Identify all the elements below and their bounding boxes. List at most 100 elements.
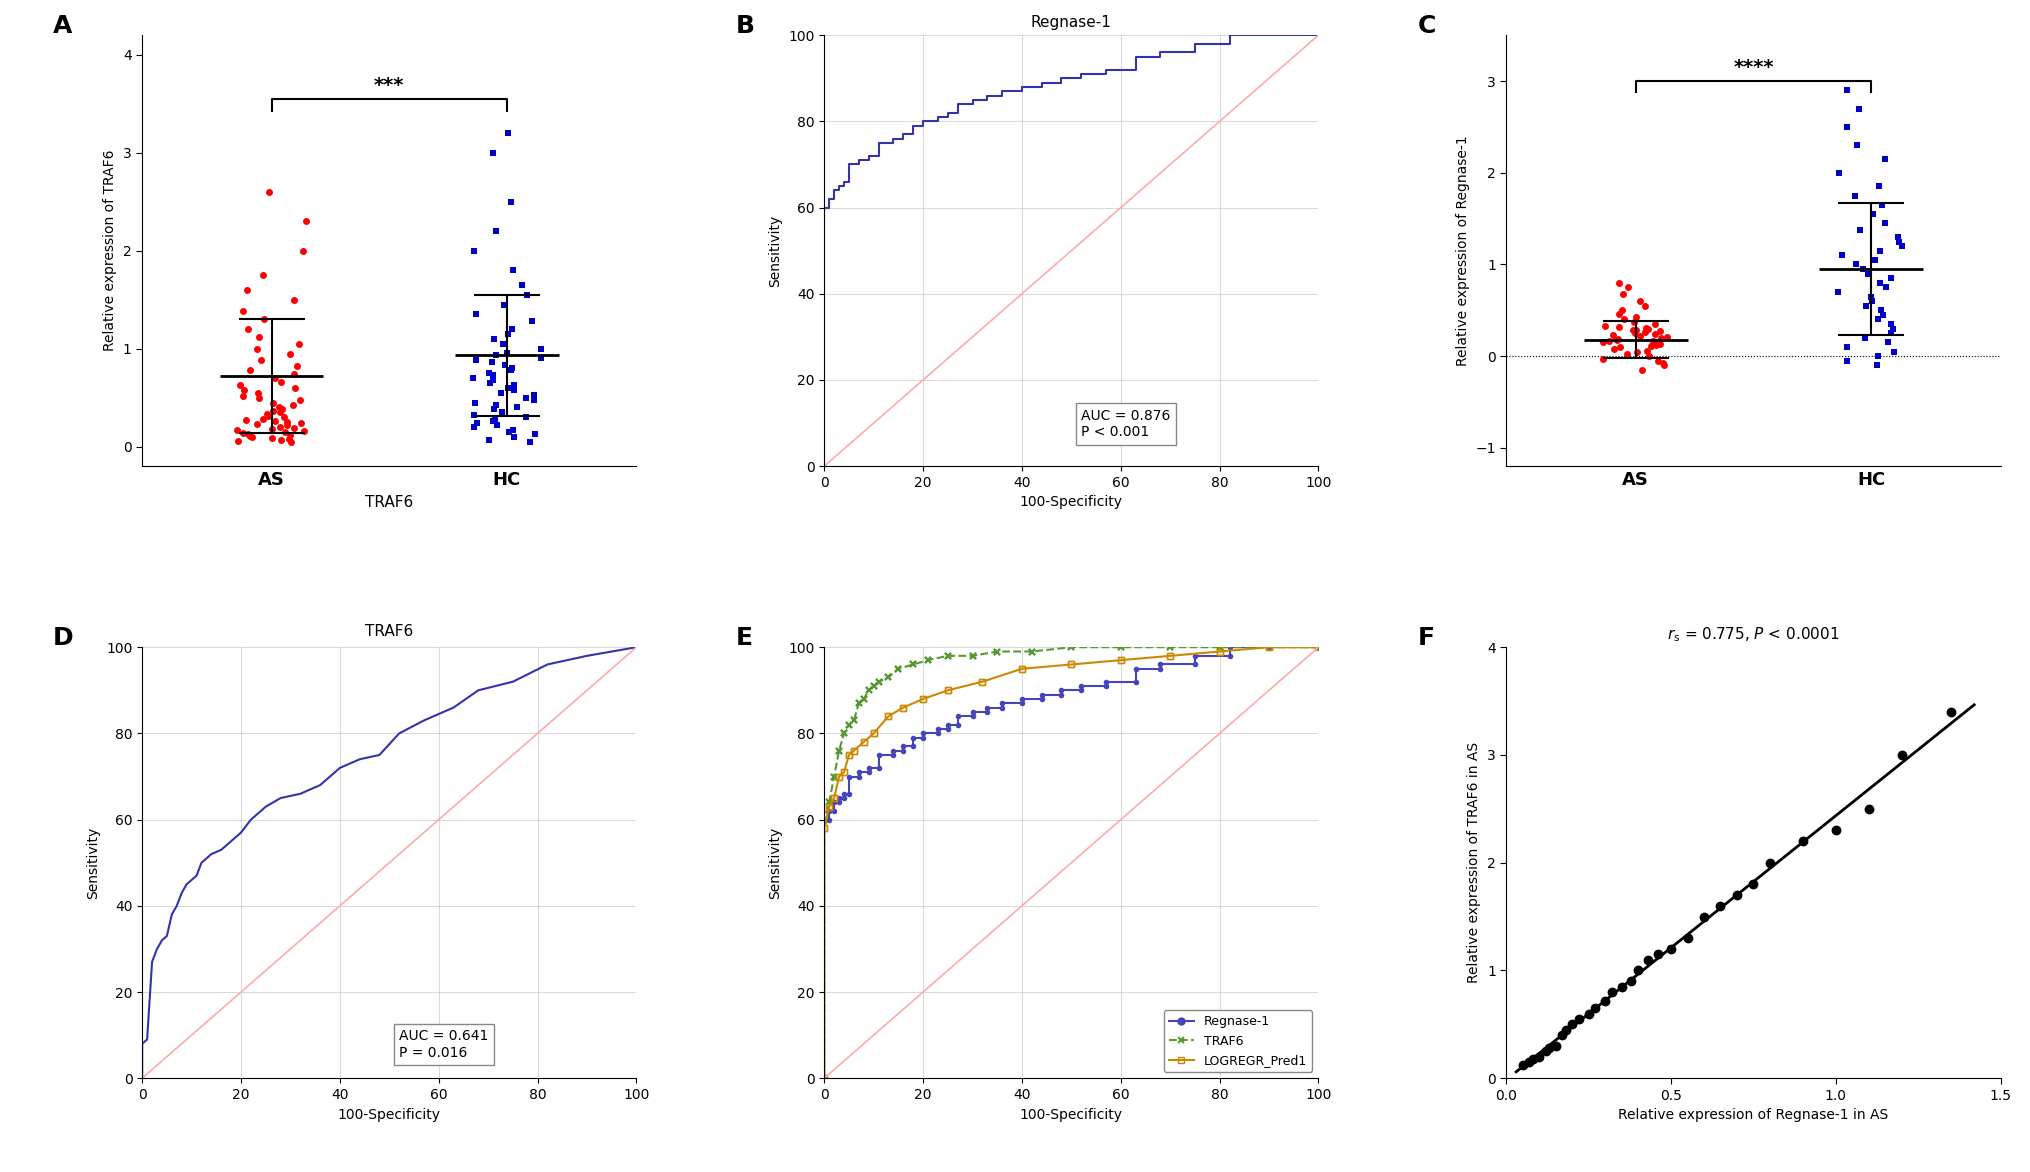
Point [1644,328,1677,347]
Point [461,414,493,432]
Point [284,390,317,409]
Point [1868,213,1900,232]
Point [473,374,505,393]
Point [1585,333,1618,352]
Point [262,398,294,417]
Point [493,423,526,442]
Point [1571,1004,1604,1023]
Point [1616,321,1648,340]
Point [459,241,491,260]
Point [1592,332,1624,350]
Point [524,339,556,357]
Point [459,406,491,424]
Point [489,356,522,375]
Point [1632,319,1665,338]
Y-axis label: Relative expression of TRAF6: Relative expression of TRAF6 [104,150,118,352]
Point [242,339,274,357]
Point [1646,356,1679,375]
Point [1632,347,1665,366]
Text: F: F [1417,626,1433,649]
Point [1857,251,1890,270]
Point [1622,292,1654,311]
Point [1606,311,1638,329]
Point [477,370,510,389]
Point [499,398,532,417]
Point [1638,334,1671,353]
Point [1624,361,1656,380]
Point [1618,313,1650,332]
Point [246,350,278,369]
Point [1837,186,1870,205]
Point [1831,352,1864,370]
Point [495,361,528,380]
Point [491,124,524,143]
Point [459,417,491,436]
Y-axis label: Sensitivity: Sensitivity [87,826,99,899]
Point [1596,982,1628,1001]
Point [495,320,528,339]
Point [1876,319,1908,338]
Point [1618,320,1650,339]
Point [459,350,491,369]
Text: D: D [53,626,73,649]
Point [1640,352,1673,370]
Point [1831,117,1864,136]
Point [256,393,288,411]
Point [1614,972,1646,990]
Point [1604,977,1636,996]
Point [473,363,505,382]
Point [1630,341,1663,360]
Point [1587,992,1620,1010]
Point [1545,1026,1577,1044]
Point [1862,177,1894,196]
Point [1634,336,1667,355]
Y-axis label: Sensitivity: Sensitivity [767,826,782,899]
Point [264,373,296,391]
Point [1630,950,1663,969]
Point [1612,278,1644,297]
Point [1843,220,1876,239]
Point [231,320,264,339]
Point [219,421,252,440]
Point [278,379,311,397]
Point [1870,333,1902,352]
Point [1602,329,1634,348]
Point [1622,961,1654,980]
Point [1839,136,1872,155]
Point [479,396,512,415]
Text: A: A [53,14,73,38]
Point [510,285,542,304]
Point [1602,273,1634,292]
Point [1870,278,1902,297]
Point [1719,886,1752,905]
Point [477,400,510,418]
Point [491,325,524,343]
Point [248,266,280,285]
Point [505,275,538,294]
Point [1671,928,1703,947]
Point [258,369,290,388]
Point [280,357,313,376]
Point [475,353,508,372]
Point [487,295,520,314]
Point [1620,343,1652,362]
Point [514,432,546,451]
Point [481,416,514,435]
Point [242,383,274,402]
Point [485,383,518,402]
Point [286,241,319,260]
Point [1638,335,1671,354]
Point [489,343,522,362]
X-axis label: Relative expression of Regnase-1 in AS: Relative expression of Regnase-1 in AS [1618,1109,1888,1123]
Point [497,261,530,280]
Point [510,388,542,407]
Point [1862,347,1894,366]
Point [1606,285,1638,304]
Legend: Regnase-1, TRAF6, LOGREGR_Pred1: Regnase-1, TRAF6, LOGREGR_Pred1 [1163,1010,1311,1072]
Point [1866,306,1898,325]
Point [227,302,260,321]
Point [1859,356,1892,375]
Point [256,429,288,448]
Point [1654,940,1687,959]
Point [1600,331,1632,349]
